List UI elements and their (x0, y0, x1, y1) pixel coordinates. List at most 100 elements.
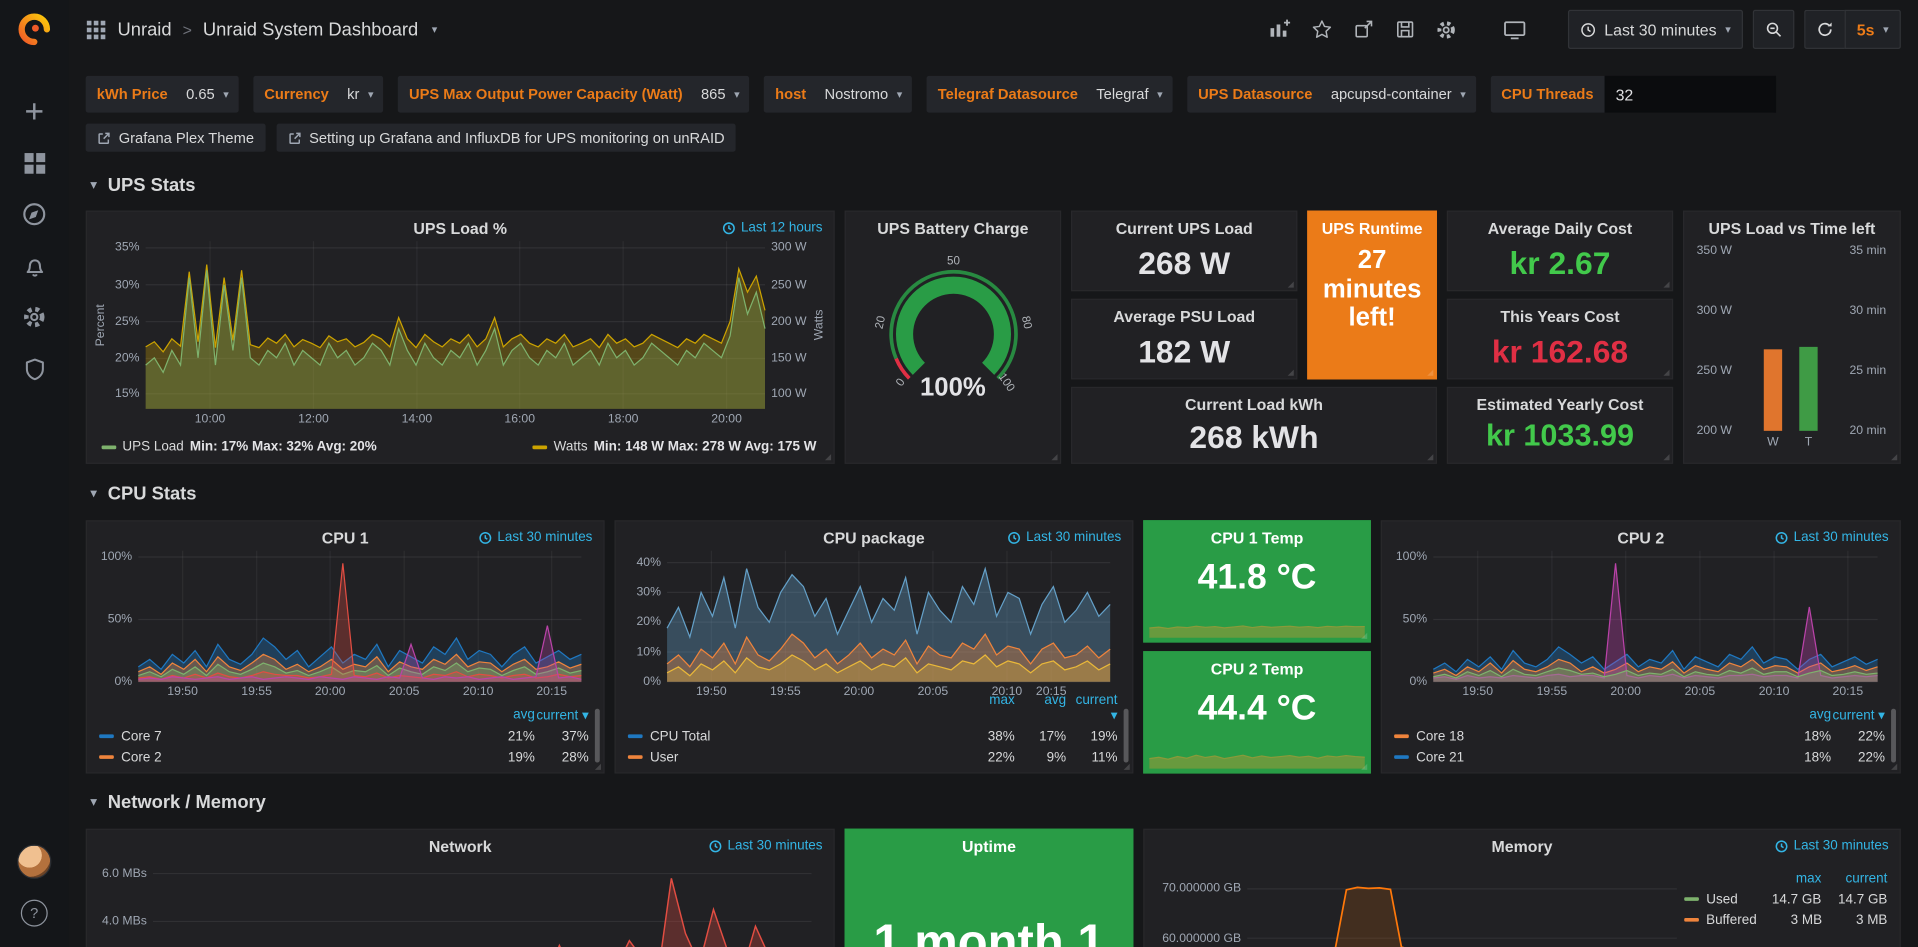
panel-title[interactable]: Current UPS Load (1115, 219, 1253, 238)
variable-label: UPS Datasource (1198, 85, 1313, 103)
ups-vs-time-bargauge[interactable]: 200 W 250 W 300 W 350 W 20 min 25 min 30 min 35… (1689, 241, 1895, 455)
add-panel-button[interactable] (1264, 13, 1296, 45)
panel-title[interactable]: Average Daily Cost (1487, 219, 1633, 238)
save-dashboard-button[interactable] (1389, 13, 1421, 45)
panel-title[interactable]: CPU 1 Temp (1210, 528, 1304, 548)
variable-value[interactable]: kr (347, 85, 360, 103)
refresh-button[interactable] (1804, 9, 1845, 49)
variable-host[interactable]: host Nostromo ▾ (764, 75, 913, 113)
zoom-out-button[interactable] (1752, 9, 1795, 49)
chevron-down-icon[interactable]: ▾ (431, 22, 438, 35)
legend-sort-avg[interactable]: avg (1809, 707, 1832, 723)
cpu1-chart[interactable]: 0% 50% 100% 19:50 19:55 20:00 20:05 20:10 20:15 (97, 548, 594, 703)
panel-title[interactable]: UPS Runtime (1321, 219, 1423, 238)
legend-value: 38% (987, 728, 1015, 744)
panel-title[interactable]: UPS Load vs Time left (1708, 219, 1876, 238)
share-dashboard-button[interactable] (1347, 13, 1379, 45)
series-name[interactable]: User (649, 749, 679, 765)
clock-icon (1775, 531, 1788, 544)
series-name[interactable]: Buffered (1706, 912, 1757, 928)
ups-load-chart[interactable]: 15% 20% 25% 30% 35% 100 W 150 W 200 W 250 W 300 W… (94, 239, 826, 431)
panel-title[interactable]: Network (428, 837, 492, 856)
sidebar-item-create[interactable] (10, 94, 59, 128)
variable-value[interactable]: 0.65 (186, 85, 215, 103)
panel-time-override[interactable]: Last 30 minutes (1008, 530, 1121, 545)
panel-title[interactable]: Current Load kWh (1185, 395, 1323, 414)
series-name[interactable]: Used (1706, 891, 1738, 907)
variable-ups-datasource[interactable]: UPS Datasource apcupsd-container ▾ (1187, 75, 1476, 113)
breadcrumb-dashboard-title[interactable]: Unraid System Dashboard (202, 18, 419, 40)
panel-title[interactable]: Memory (1491, 837, 1553, 856)
variable-telegraf-datasource[interactable]: Telegraf Datasource Telegraf ▾ (926, 75, 1173, 113)
variable-ups-max-output-power-capacity-watt[interactable]: UPS Max Output Power Capacity (Watt) 865 ▾ (397, 75, 750, 113)
dashboard-settings-button[interactable] (1430, 13, 1462, 45)
series-name[interactable]: Core 2 (121, 749, 162, 765)
panel-title[interactable]: CPU 1 (321, 528, 369, 548)
legend-sort-current[interactable]: current (1845, 871, 1888, 887)
variable-value[interactable]: apcupsd-container (1330, 85, 1452, 103)
time-range-picker[interactable]: Last 30 minutes ▾ (1567, 9, 1743, 49)
sidebar-item-explore[interactable] (10, 197, 59, 231)
variable-input[interactable] (1604, 75, 1776, 113)
panel-title[interactable]: UPS Battery Charge (877, 219, 1029, 238)
variable-value[interactable]: Nostromo (824, 85, 889, 103)
panel-time-override[interactable]: Last 30 minutes (1775, 530, 1889, 545)
tv-mode-button[interactable] (1499, 13, 1531, 45)
panel-time-override[interactable]: Last 30 minutes (709, 838, 823, 853)
series-name[interactable]: Core 18 (1416, 728, 1465, 744)
sidebar-item-dashboards[interactable] (10, 146, 59, 180)
legend-item[interactable]: UPS Load Min: 17% Max: 32% Avg: 20% (101, 439, 377, 454)
user-avatar[interactable] (17, 844, 52, 879)
panel-title[interactable]: This Years Cost (1500, 307, 1620, 326)
star-dashboard-button[interactable] (1306, 13, 1338, 45)
panel-time-override[interactable]: Last 30 minutes (1775, 838, 1889, 853)
legend-scrollbar[interactable] (1123, 708, 1129, 763)
series-name[interactable]: Core 7 (121, 728, 162, 744)
dashboard-link[interactable]: Setting up Grafana and InfluxDB for UPS … (276, 123, 736, 152)
variable-kwh-price[interactable]: kWh Price 0.65 ▾ (85, 75, 239, 113)
bell-icon (25, 258, 43, 276)
grafana-logo[interactable] (16, 10, 53, 53)
axis-tick: 19:55 (1536, 685, 1568, 699)
cpu2-chart[interactable]: 0% 50% 100% 19:50 19:55 20:00 20:05 20:10 20:15 (1392, 548, 1890, 703)
dashboard-link[interactable]: Grafana Plex Theme (85, 123, 266, 152)
legend-item[interactable]: Watts Min: 148 W Max: 278 W Avg: 175 W (532, 439, 816, 454)
legend-sort-current[interactable]: current ▾ (1832, 708, 1885, 724)
variable-currency[interactable]: Currency kr ▾ (253, 75, 384, 113)
panel-time-override[interactable]: Last 12 hours (723, 220, 823, 235)
panel-title[interactable]: Estimated Yearly Cost (1476, 395, 1644, 414)
variable-value[interactable]: 865 (701, 85, 726, 103)
row-header-cpu-stats[interactable]: ▾ CPU Stats (91, 483, 197, 504)
series-name[interactable]: Core 21 (1416, 749, 1465, 765)
row-header-network-memory[interactable]: ▾ Network / Memory (91, 792, 266, 813)
series-name[interactable]: CPU Total (649, 728, 711, 744)
cpu-package-chart[interactable]: 0% 10% 20% 30% 40% 19:50 19:55 20:00 20:05 20:10 2… (625, 548, 1122, 703)
legend-sort-max[interactable]: max (1795, 871, 1822, 887)
legend-scrollbar[interactable] (594, 708, 600, 763)
legend-sort-current[interactable]: current ▾ (536, 708, 589, 724)
sidebar-item-server-admin[interactable] (10, 351, 59, 385)
panel-title[interactable]: CPU 2 Temp (1210, 659, 1304, 679)
legend-scrollbar[interactable] (1891, 708, 1896, 763)
panel-title[interactable]: CPU 2 (1617, 528, 1665, 548)
sidebar-item-alerting[interactable] (10, 248, 59, 282)
legend-sort-current[interactable]: current ▾ (1075, 692, 1118, 724)
sidebar-item-configuration[interactable] (10, 300, 59, 334)
panel-title[interactable]: CPU package (823, 528, 925, 548)
axis-tick: 350 W (1696, 244, 1732, 258)
sidebar-item-help[interactable]: ? (10, 896, 59, 930)
panel-time-override[interactable]: Last 30 minutes (479, 530, 592, 545)
panel-title[interactable]: UPS Load % (413, 219, 508, 238)
legend-sort-avg[interactable]: avg (1044, 692, 1067, 708)
breadcrumb-folder[interactable]: Unraid (117, 18, 172, 40)
axis-tick: W (1767, 435, 1779, 450)
variable-value[interactable]: Telegraf (1096, 85, 1149, 103)
legend-sort-max[interactable]: max (989, 692, 1015, 708)
row-header-ups-stats[interactable]: ▾ UPS Stats (91, 175, 196, 196)
refresh-interval-dropdown[interactable]: 5s ▾ (1844, 9, 1901, 49)
legend-sort-avg[interactable]: avg (513, 707, 535, 723)
panel-title[interactable]: Uptime (962, 837, 1016, 856)
panel-title[interactable]: Average PSU Load (1113, 307, 1256, 326)
